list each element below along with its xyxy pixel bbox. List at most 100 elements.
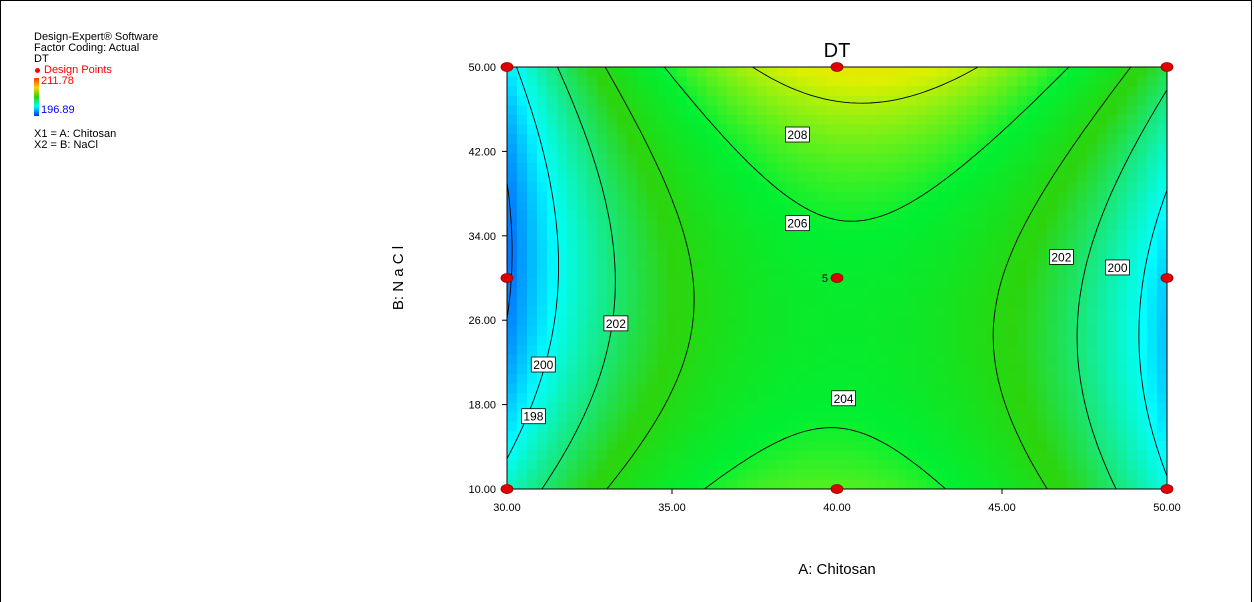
heat-cell: [927, 220, 938, 231]
heat-cell: [1147, 143, 1158, 154]
heat-cell: [1007, 182, 1018, 193]
heat-cell: [847, 325, 858, 337]
heat-cell: [1097, 172, 1108, 183]
heat-cell: [587, 249, 598, 260]
heat-cell: [937, 316, 948, 327]
heat-cell: [847, 354, 858, 365]
heat-cell: [587, 143, 598, 154]
heat-cell: [607, 460, 618, 471]
heat-cell: [1067, 191, 1078, 202]
heat-cell: [977, 230, 988, 241]
heat-cell: [957, 287, 968, 298]
heat-cell: [927, 95, 938, 106]
heat-cell: [847, 162, 858, 174]
heat-cell: [767, 364, 778, 375]
heat-cell: [837, 460, 848, 471]
heat-cell: [717, 67, 728, 78]
heat-cell: [1037, 297, 1048, 308]
heat-cell: [1097, 162, 1108, 174]
heat-cell: [867, 306, 878, 317]
heat-cell: [1137, 287, 1148, 298]
heat-cell: [577, 153, 588, 164]
heat-cell: [1157, 258, 1167, 270]
heat-cell: [827, 460, 838, 471]
heat-cell: [1007, 393, 1018, 404]
heat-cell: [937, 210, 948, 222]
heat-cell: [1107, 421, 1118, 433]
heat-cell: [957, 402, 968, 413]
heat-cell: [757, 441, 768, 452]
heat-cell: [627, 86, 638, 97]
heat-cell: [667, 393, 678, 404]
heat-cell: [1097, 67, 1108, 78]
heat-cell: [887, 364, 898, 375]
heat-cell: [527, 134, 538, 145]
heat-cell: [587, 153, 598, 164]
contour-line-204: [604, 67, 1132, 489]
heat-cell: [747, 335, 758, 346]
heat-cell: [1017, 172, 1028, 183]
heat-cell: [787, 450, 798, 461]
heat-cell: [777, 201, 788, 212]
heat-cell: [967, 373, 978, 385]
heat-cell: [1157, 431, 1167, 442]
heat-cell: [1157, 124, 1167, 135]
heat-cell: [1157, 421, 1167, 433]
heat-cell: [637, 412, 648, 423]
heat-cell: [927, 431, 938, 442]
heat-cell: [997, 114, 1008, 126]
heat-cell: [517, 268, 528, 279]
heat-cell: [657, 316, 668, 327]
heat-cell: [877, 364, 888, 375]
heat-cell: [1107, 383, 1118, 394]
heat-cell: [557, 345, 568, 356]
heat-cell: [597, 191, 608, 202]
heat-cell: [627, 325, 638, 337]
heat-cell: [917, 383, 928, 394]
scale-high-value: 211.78: [41, 75, 74, 87]
heat-cell: [907, 306, 918, 317]
heat-cell: [1037, 210, 1048, 222]
heat-cell: [1087, 316, 1098, 327]
heat-cell: [587, 393, 598, 404]
heat-cell: [847, 220, 858, 231]
heat-cell: [1107, 441, 1118, 452]
heat-cell: [1127, 402, 1138, 413]
heat-cell: [1137, 95, 1148, 106]
heat-cell: [897, 297, 908, 308]
heat-cell: [647, 268, 658, 279]
heat-cell: [627, 153, 638, 164]
heat-cell: [777, 316, 788, 327]
heat-cell: [547, 306, 558, 317]
heat-cell: [537, 325, 548, 337]
heat-cell: [567, 421, 578, 433]
heat-cell: [877, 325, 888, 337]
heat-cell: [1057, 297, 1068, 308]
heat-cell: [507, 86, 518, 97]
heat-cell: [1117, 450, 1128, 461]
heat-cell: [1037, 412, 1048, 423]
heat-cell: [1107, 335, 1118, 346]
heat-cell: [1007, 239, 1018, 250]
heat-cell: [947, 67, 958, 78]
heat-cell: [717, 469, 728, 481]
heat-cell: [947, 460, 958, 471]
heat-cell: [897, 469, 908, 481]
heat-cell: [877, 306, 888, 317]
heat-cell: [987, 95, 998, 106]
heat-cell: [1057, 95, 1068, 106]
heat-cell: [877, 393, 888, 404]
heat-cell: [1107, 287, 1118, 298]
contour-label-box: [603, 315, 629, 332]
heat-cell: [987, 306, 998, 317]
heat-cell: [837, 124, 848, 135]
heat-cell: [627, 220, 638, 231]
scale-low-value: 196.89: [41, 104, 75, 116]
heat-cell: [617, 393, 628, 404]
heat-cell: [787, 469, 798, 481]
heat-cell: [727, 268, 738, 279]
heat-cell: [857, 162, 868, 174]
heat-cell: [1007, 373, 1018, 385]
heat-cell: [567, 230, 578, 241]
heat-cell: [837, 230, 848, 241]
